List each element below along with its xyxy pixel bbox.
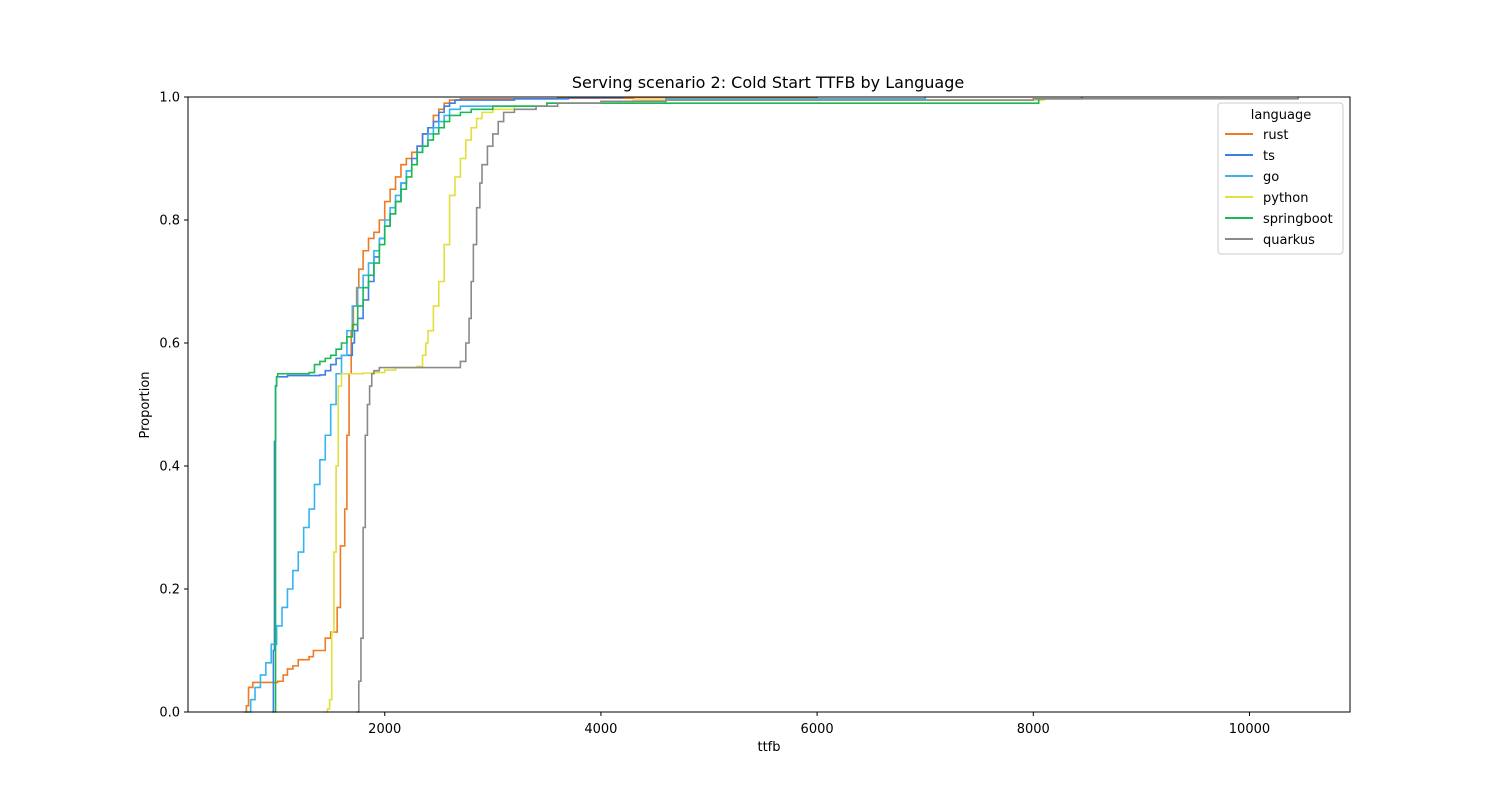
legend-label-springboot: springboot: [1263, 212, 1333, 227]
y-tick-label: 0.4: [159, 460, 180, 475]
series-line-ts: [272, 96, 624, 713]
x-tick-label: 2000: [368, 722, 401, 737]
x-axis-label: ttfb: [757, 740, 780, 755]
legend-label-go: go: [1263, 170, 1279, 185]
legend-label-python: python: [1263, 191, 1308, 206]
legend-title: language: [1251, 108, 1312, 123]
series-line-python: [325, 97, 1083, 713]
series-line-go: [246, 97, 926, 713]
x-tick-label: 4000: [584, 722, 617, 737]
y-tick-label: 0.6: [159, 337, 180, 352]
chart-title: Serving scenario 2: Cold Start TTFB by L…: [572, 73, 964, 92]
y-tick-label: 0.2: [159, 583, 180, 598]
y-axis-label: Proportion: [138, 371, 153, 438]
x-tick-label: 6000: [801, 722, 834, 737]
y-tick-label: 0.8: [159, 214, 180, 229]
y-tick-label: 1.0: [159, 91, 180, 106]
legend-label-quarkus: quarkus: [1263, 233, 1315, 248]
legend-frame: [1217, 102, 1344, 255]
series-line-springboot: [274, 97, 1083, 713]
axis-ticks: 2000 4000 6000 8000 10000 0.0 0.2 0.4 0.6 0.8 1.0: [159, 91, 1270, 738]
x-tick-label: 10000: [1229, 722, 1270, 737]
series-lines: [244, 96, 1299, 713]
y-tick-label: 0.0: [159, 706, 180, 721]
plot-frame: [187, 96, 1351, 713]
series-line-quarkus: [356, 97, 1299, 713]
legend: language rust ts go python springboot quarkus: [1217, 102, 1344, 255]
legend-label-rust: rust: [1263, 128, 1288, 143]
legend-label-ts: ts: [1263, 149, 1275, 164]
x-tick-label: 8000: [1017, 722, 1050, 737]
